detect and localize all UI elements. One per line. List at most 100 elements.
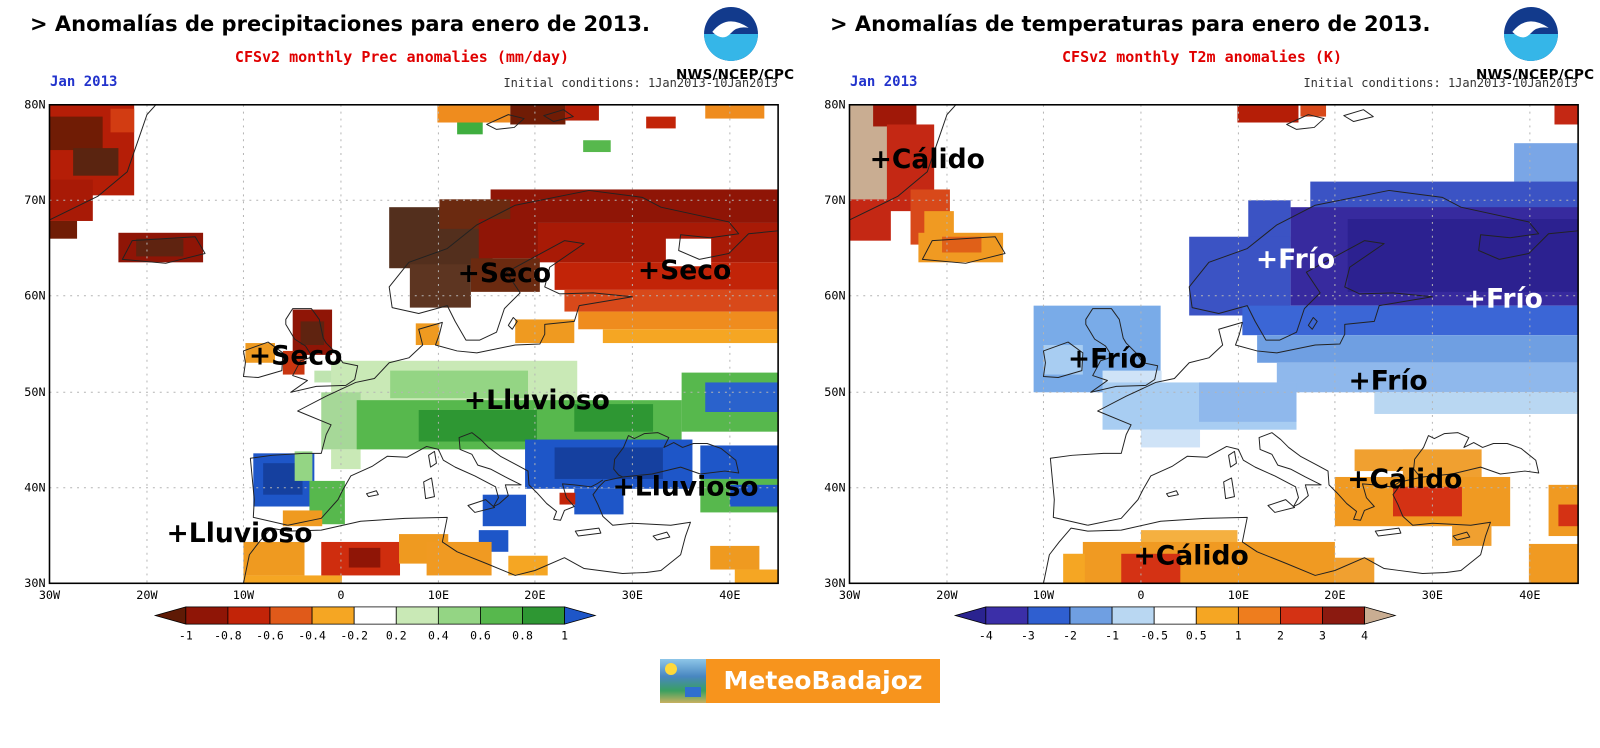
colorbar-segment bbox=[269, 606, 313, 625]
precip-map-meta: Jan 2013 Initial conditions: 1Jan2013-10… bbox=[16, 74, 788, 91]
temp-map-meta: Jan 2013 Initial conditions: 1Jan2013-10… bbox=[816, 74, 1588, 91]
lon-tick: 30W bbox=[39, 588, 61, 602]
lon-tick: 30E bbox=[1422, 588, 1443, 602]
colorbar-segment bbox=[1237, 606, 1281, 625]
colorbar-tick: 1 bbox=[1235, 628, 1242, 642]
colorbar-tick: -1 bbox=[179, 628, 193, 642]
precip-annotations: +Seco +Seco +Seco +Lluvioso +Lluvioso +L… bbox=[167, 255, 759, 549]
colorbar-segment bbox=[353, 606, 397, 625]
annotation-lluvioso: +Lluvioso bbox=[613, 472, 759, 503]
colorbar-tick: -3 bbox=[1021, 628, 1035, 642]
precip-panel: > Anomalías de precipitaciones para ener… bbox=[0, 0, 800, 649]
lat-tick: 70N bbox=[24, 193, 45, 207]
colorbar-tick: 3 bbox=[1319, 628, 1326, 642]
colorbar-tick: -0.8 bbox=[214, 628, 242, 642]
footer: MeteoBadajoz bbox=[0, 659, 1600, 703]
initial-conditions-label: Initial conditions: 1Jan2013-10Jan2013 bbox=[503, 76, 778, 90]
lon-tick: 10W bbox=[1033, 588, 1055, 602]
temp-panel: > Anomalías de temperaturas para enero d… bbox=[800, 0, 1600, 649]
weather-bulletin: > Anomalías de precipitaciones para ener… bbox=[0, 0, 1600, 649]
noaa-logo-icon bbox=[704, 7, 758, 61]
annotation-seco: +Seco bbox=[638, 255, 731, 286]
colorbar-tick: 0.4 bbox=[428, 628, 449, 642]
temp-annotations: +Cálido +Frío +Frío +Frío +Frío +Cálido … bbox=[870, 144, 1543, 572]
temp-title: > Anomalías de temperaturas para enero d… bbox=[830, 12, 1431, 36]
lon-tick: 0 bbox=[337, 588, 344, 602]
noaa-logo-block: NWS/NCEP/CPC bbox=[676, 6, 795, 83]
lon-tick: 40E bbox=[1519, 588, 1540, 602]
lon-tick: 30E bbox=[622, 588, 643, 602]
colorbar-segment bbox=[1027, 606, 1071, 625]
agency-label: NWS/NCEP/CPC bbox=[676, 67, 795, 83]
colorbar-tick: -0.6 bbox=[256, 628, 284, 642]
lon-tick: 20W bbox=[936, 588, 958, 602]
annotation-frio: +Frío bbox=[1256, 244, 1335, 275]
lat-tick: 30N bbox=[24, 576, 45, 590]
precip-title: > Anomalías de precipitaciones para ener… bbox=[30, 12, 650, 36]
colorbar-arrow-left bbox=[153, 606, 187, 625]
colorbar-tick: -1 bbox=[1105, 628, 1119, 642]
lat-tick: 40N bbox=[824, 481, 845, 495]
colorbar-segment bbox=[985, 606, 1029, 625]
lat-tick-labels: 80N 70N 60N 50N 40N 30N bbox=[824, 98, 845, 591]
lat-tick: 70N bbox=[824, 193, 845, 207]
annotation-seco: +Seco bbox=[249, 341, 342, 372]
colorbar-segment bbox=[1195, 606, 1239, 625]
lon-tick: 30W bbox=[839, 588, 861, 602]
lat-tick: 40N bbox=[24, 481, 45, 495]
annotation-calido: +Cálido bbox=[870, 144, 985, 175]
annotation-frio: +Frío bbox=[1464, 284, 1543, 315]
map-frame bbox=[48, 103, 779, 585]
meteobadajoz-banner: MeteoBadajoz bbox=[659, 659, 941, 703]
colorbar-segment bbox=[227, 606, 271, 625]
colorbar-segment bbox=[1069, 606, 1113, 625]
annotation-frio: +Frío bbox=[1068, 344, 1147, 375]
agency-label: NWS/NCEP/CPC bbox=[1476, 67, 1595, 83]
lat-tick: 50N bbox=[824, 385, 845, 399]
lon-tick: 20E bbox=[524, 588, 545, 602]
colorbar-tick: 4 bbox=[1361, 628, 1368, 642]
colorbar-tick: -0.5 bbox=[1140, 628, 1168, 642]
colorbar-segment bbox=[1322, 606, 1365, 625]
colorbar-tick: 0.2 bbox=[386, 628, 407, 642]
colorbar-tick: 0.6 bbox=[470, 628, 491, 642]
colorbar-segment bbox=[437, 606, 481, 625]
map-date-label: Jan 2013 bbox=[850, 74, 918, 90]
colorbar-tick: -0.2 bbox=[340, 628, 368, 642]
lat-tick: 60N bbox=[824, 289, 845, 303]
noaa-logo-icon bbox=[1504, 7, 1558, 61]
colorbar-segment bbox=[395, 606, 439, 625]
colorbar-segment bbox=[1153, 606, 1197, 625]
graticule bbox=[49, 104, 779, 584]
colorbar-segment bbox=[1111, 606, 1155, 625]
colorbar-tick: -0.4 bbox=[298, 628, 326, 642]
coastlines bbox=[49, 104, 779, 584]
colorbar-segment bbox=[311, 606, 355, 625]
lat-tick-labels: 80N 70N 60N 50N 40N 30N bbox=[24, 98, 45, 591]
lon-tick: 20W bbox=[136, 588, 158, 602]
colorbar-segment bbox=[1280, 606, 1323, 625]
colorbar-arrow-left bbox=[953, 606, 987, 625]
precip-map: 80N 70N 60N 50N 40N 30N 30W 20W 10W 0 10… bbox=[24, 98, 779, 602]
temp-colorbar: -4 -3 -2 -1 -0.5 0.5 1 2 3 4 bbox=[953, 606, 1397, 642]
colorbar-tick: 0.8 bbox=[512, 628, 533, 642]
colorbar-arrow-right bbox=[564, 606, 597, 625]
annotation-seco: +Seco bbox=[458, 258, 551, 289]
colorbar-tick: -4 bbox=[979, 628, 993, 642]
initial-conditions-label: Initial conditions: 1Jan2013-10Jan2013 bbox=[1303, 76, 1578, 90]
colorbar-segment bbox=[185, 606, 229, 625]
lat-tick: 30N bbox=[824, 576, 845, 590]
colorbar-tick: 2 bbox=[1277, 628, 1284, 642]
precip-subtitle: CFSv2 monthly Prec anomalies (mm/day) bbox=[234, 48, 570, 66]
lat-tick: 60N bbox=[24, 289, 45, 303]
lat-tick: 50N bbox=[24, 385, 45, 399]
temp-map: 80N 70N 60N 50N 40N 30N 30W 20W 10W 0 10… bbox=[824, 98, 1579, 602]
map-frame bbox=[848, 103, 1579, 585]
annotation-frio: +Frío bbox=[1348, 365, 1427, 396]
annotation-calido: +Cálido bbox=[1347, 464, 1462, 495]
lon-tick: 0 bbox=[1137, 588, 1144, 602]
lat-tick: 80N bbox=[24, 98, 45, 112]
precip-colorbar: -1 -0.8 -0.6 -0.4 -0.2 0.2 0.4 0.6 0.8 1 bbox=[153, 606, 597, 642]
colorbar-arrow-right bbox=[1364, 606, 1397, 625]
temp-subtitle: CFSv2 monthly T2m anomalies (K) bbox=[1062, 48, 1342, 66]
